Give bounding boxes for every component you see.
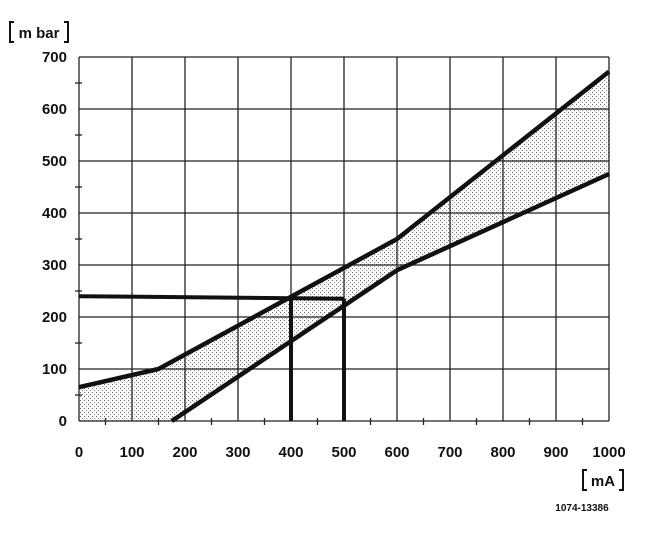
- y-tick-label: 600: [42, 101, 67, 118]
- x-axis-unit: mA: [582, 469, 624, 491]
- y-tick-label: 500: [42, 153, 67, 170]
- y-tick-label: 700: [42, 49, 67, 66]
- reference-lines: [78, 294, 346, 421]
- x-tick-label: 400: [278, 444, 303, 461]
- x-tick-label: 800: [490, 444, 515, 461]
- y-tick-label: 300: [42, 257, 67, 274]
- x-tick-label: 200: [172, 444, 197, 461]
- y-axis-label: m bar: [19, 25, 60, 42]
- x-tick-label: 1000: [592, 444, 625, 461]
- x-tick-label: 100: [119, 444, 144, 461]
- figure-code: 1074-13386: [555, 503, 609, 514]
- x-axis-label: mA: [591, 473, 615, 490]
- y-tick-label: 0: [59, 413, 67, 430]
- x-tick-label: 700: [437, 444, 462, 461]
- y-tick-labels: 0 100 200 300 400 500 600 700: [42, 49, 67, 430]
- x-tick-label: 900: [543, 444, 568, 461]
- x-tick-label: 500: [331, 444, 356, 461]
- x-tick-label: 600: [384, 444, 409, 461]
- upper-limit-line: [78, 69, 611, 390]
- series-group: [78, 69, 611, 423]
- reference-line-horizontal: [78, 294, 345, 301]
- lower-limit-line: [170, 171, 610, 423]
- y-tick-label: 400: [42, 205, 67, 222]
- y-tick-label: 100: [42, 361, 67, 378]
- x-tick-label: 0: [75, 444, 83, 461]
- x-tick-labels: 0 100 200 300 400 500 600 700 800 900 1000: [75, 444, 626, 461]
- x-tick-label: 300: [225, 444, 250, 461]
- y-axis-unit: m bar: [9, 21, 69, 43]
- y-tick-label: 200: [42, 309, 67, 326]
